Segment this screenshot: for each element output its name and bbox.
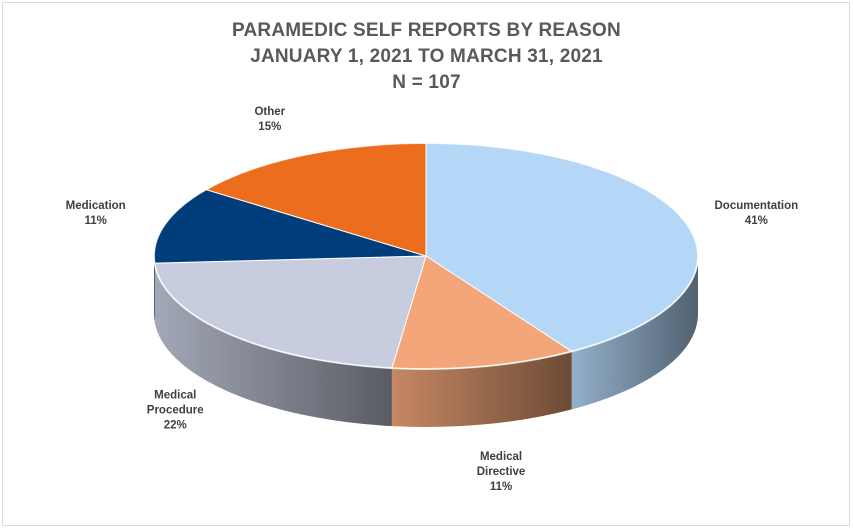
data-label-value-medical-directive: 11% xyxy=(490,481,512,493)
pie-sides xyxy=(154,256,698,427)
data-label-value-documentation: 41% xyxy=(745,215,768,227)
chart-title-line-2: JANUARY 1, 2021 TO MARCH 31, 2021 xyxy=(250,46,603,67)
data-label-value-other: 15% xyxy=(258,121,281,133)
pie-side-medical-procedure xyxy=(154,263,392,427)
data-label-value-medication: 11% xyxy=(84,215,106,227)
chart-title-line-3: N = 107 xyxy=(392,72,461,93)
chart-title-line-1: PARAMEDIC SELF REPORTS BY REASON xyxy=(232,20,621,41)
pie-labels: Documentation 41% Medical Directive 11% Medic… xyxy=(66,106,799,493)
data-label-name-medical-directive: Medical xyxy=(480,451,522,463)
pie-rim-highlight xyxy=(153,142,699,370)
data-label-value-medical-procedure: 22% xyxy=(164,419,187,431)
data-label-name-medical-procedure: Medical xyxy=(154,389,196,401)
pie-side-medical-directive xyxy=(391,351,572,427)
data-label-name-other: Other xyxy=(254,106,285,118)
pie-side-documentation xyxy=(571,256,698,410)
data-label-name-documentation: Documentation xyxy=(714,200,798,212)
data-label-name-medical-procedure: Procedure xyxy=(147,404,204,416)
data-label-name-medical-directive: Directive xyxy=(477,466,526,478)
pie-side-medication xyxy=(154,256,155,322)
data-label-name-medication: Medication xyxy=(66,200,126,212)
pie-tops xyxy=(153,142,699,370)
